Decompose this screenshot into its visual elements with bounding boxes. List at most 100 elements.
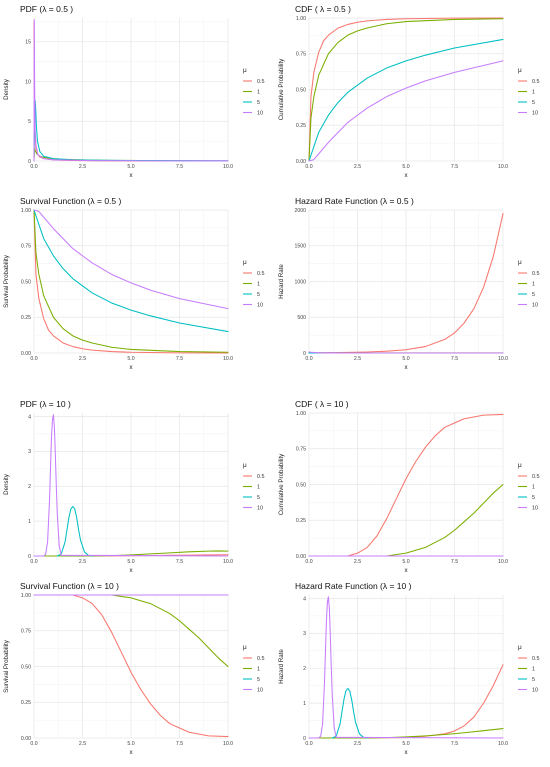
series-line-5 (57, 506, 92, 556)
x-tick-label: 7.5 (176, 356, 183, 362)
x-axis-label: x (404, 172, 408, 179)
legend-label: 10 (257, 110, 263, 116)
y-tick-label: 1000 (294, 279, 306, 285)
legend-label: 10 (257, 687, 263, 693)
x-tick-label: 7.5 (451, 559, 458, 565)
y-tick-label: 3 (303, 631, 306, 637)
y-tick-label: 0.00 (21, 736, 31, 742)
y-axis-label: Survival Probability (3, 639, 10, 693)
x-tick-label: 10.0 (223, 741, 233, 747)
legend-label: 0.5 (532, 474, 540, 480)
y-tick-label: 0.50 (21, 664, 31, 670)
series-line-5 (332, 688, 367, 738)
x-tick-label: 5.0 (402, 164, 409, 170)
chart-title: Hazard Rate Function (λ = 0.5 ) (295, 196, 414, 206)
chart-title: PDF (λ = 0.5 ) (20, 4, 73, 14)
y-tick-label: 0 (28, 554, 31, 560)
y-tick-label: 0.25 (296, 518, 306, 524)
legend-title: μ (518, 644, 522, 651)
legend-label: 1 (532, 281, 535, 287)
y-tick-label: 1.00 (296, 411, 306, 417)
y-tick-label: 0.75 (21, 244, 31, 250)
y-tick-label: 2 (28, 484, 31, 490)
y-tick-label: 15 (25, 40, 31, 46)
y-tick-label: 0.50 (296, 482, 306, 488)
x-tick-label: 7.5 (451, 164, 458, 170)
legend-label: 0.5 (257, 474, 265, 480)
y-tick-label: 5 (28, 119, 31, 125)
y-tick-label: 3 (28, 449, 31, 455)
y-axis-label: Hazard Rate (278, 649, 285, 684)
y-tick-label: 4 (303, 596, 306, 602)
y-tick-label: 0.00 (21, 351, 31, 357)
x-tick-label: 0.0 (30, 741, 37, 747)
x-tick-label: 2.5 (354, 559, 361, 565)
legend-label: 0.5 (257, 79, 265, 85)
y-tick-label: 1500 (294, 244, 306, 250)
legend-title: μ (518, 259, 522, 266)
y-tick-label: 1.00 (296, 16, 306, 22)
x-tick-label: 5.0 (402, 741, 409, 747)
legend-title: μ (243, 462, 247, 469)
y-axis-label: Hazard Rate (278, 264, 285, 299)
legend-title: μ (243, 67, 247, 74)
y-tick-label: 0 (303, 736, 306, 742)
legend-title: μ (243, 259, 247, 266)
chart-title: PDF (λ = 10 ) (20, 399, 71, 409)
chart-title: Survival Function (λ = 10 ) (20, 581, 119, 591)
y-tick-label: 1.00 (21, 593, 31, 599)
y-tick-label: 0.50 (21, 279, 31, 285)
y-tick-label: 2000 (294, 208, 306, 214)
chart-title: Survival Function (λ = 0.5 ) (20, 196, 122, 206)
x-tick-label: 2.5 (354, 164, 361, 170)
x-tick-label: 0.0 (30, 356, 37, 362)
y-tick-label: 0.25 (21, 315, 31, 321)
x-tick-label: 2.5 (354, 741, 361, 747)
x-tick-label: 0.0 (305, 559, 312, 565)
legend-label: 5 (532, 100, 535, 106)
legend-label: 0.5 (532, 656, 540, 662)
chart-title: CDF ( λ = 0.5 ) (295, 4, 351, 14)
y-tick-label: 1.00 (21, 208, 31, 214)
y-tick-label: 4 (28, 414, 31, 420)
x-axis-label: x (129, 172, 133, 179)
x-tick-label: 5.0 (402, 356, 409, 362)
x-tick-label: 2.5 (79, 164, 86, 170)
y-axis-label: Survival Probability (3, 254, 10, 308)
legend-label: 10 (257, 505, 263, 511)
legend-label: 10 (257, 302, 263, 308)
y-tick-label: 0.25 (21, 700, 31, 706)
y-tick-label: 0.75 (21, 629, 31, 635)
x-axis-label: x (129, 364, 133, 371)
legend-label: 1 (257, 484, 260, 490)
x-tick-label: 0.0 (305, 741, 312, 747)
legend-label: 1 (257, 89, 260, 95)
y-tick-label: 500 (297, 315, 306, 321)
x-tick-label: 10.0 (223, 356, 233, 362)
x-tick-label: 7.5 (451, 741, 458, 747)
x-tick-label: 0.0 (30, 164, 37, 170)
x-tick-label: 2.5 (354, 356, 361, 362)
y-axis-label: Density (3, 473, 10, 495)
y-axis-label: Cumulative Probability (278, 453, 285, 515)
x-axis-label: x (404, 364, 408, 371)
legend-label: 0.5 (532, 79, 540, 85)
y-tick-label: 2 (303, 666, 306, 672)
x-tick-label: 10.0 (498, 741, 508, 747)
x-tick-label: 0.0 (305, 356, 312, 362)
legend-label: 5 (257, 292, 260, 298)
legend-label: 1 (257, 281, 260, 287)
x-tick-label: 5.0 (402, 559, 409, 565)
x-tick-label: 10.0 (498, 164, 508, 170)
